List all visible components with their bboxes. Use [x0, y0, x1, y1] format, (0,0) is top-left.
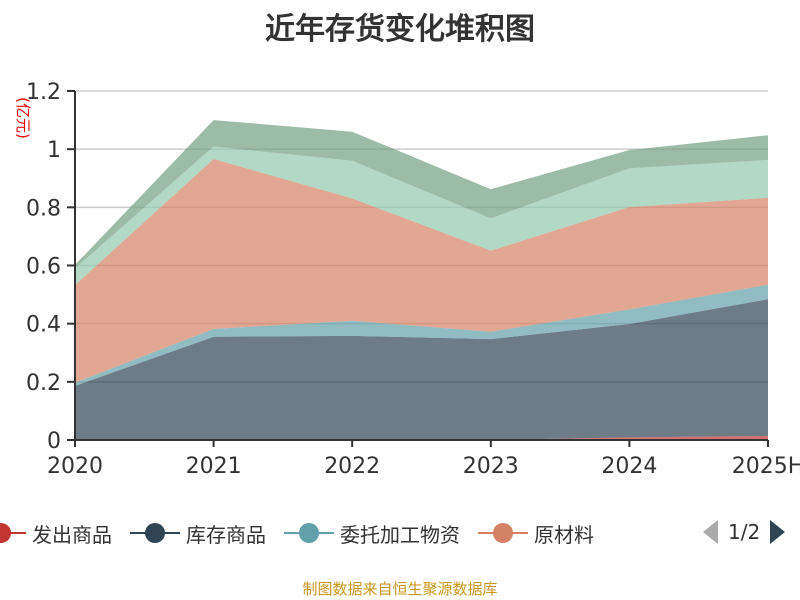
legend-label: 库存商品: [186, 522, 266, 547]
y-tick-label: 1: [47, 138, 61, 163]
y-axis-label: (亿元): [14, 97, 32, 139]
x-tick-label: 2025H: [732, 454, 800, 479]
legend-item[interactable]: 发出商品: [0, 519, 112, 548]
legend: 发出商品 库存商品 委托加工物资 原材料: [0, 518, 658, 548]
x-tick-label: 2022: [324, 454, 380, 479]
y-tick-label: 0: [47, 429, 61, 454]
area-series-5: [75, 146, 768, 285]
legend-page-indicator: 1/2: [728, 520, 761, 544]
y-tick-label: 0.8: [26, 196, 61, 221]
x-tick-label: 2023: [463, 454, 519, 479]
x-tick-label: 2024: [601, 454, 657, 479]
chart-title: 近年存货变化堆积图: [265, 12, 535, 47]
prev-page-icon[interactable]: [700, 518, 720, 546]
legend-item[interactable]: 原材料: [478, 519, 594, 548]
x-tick-label: 2021: [186, 454, 242, 479]
area-series-1: [75, 435, 768, 440]
next-page-icon[interactable]: [768, 518, 788, 546]
legend-label: 委托加工物资: [340, 522, 460, 547]
legend-marker-icon: [130, 523, 180, 543]
legend-label: 发出商品: [32, 522, 112, 547]
y-tick-label: 0.6: [26, 255, 61, 280]
legend-label: 原材料: [534, 522, 594, 547]
footer-source: 制图数据来自恒生聚源数据库: [302, 580, 498, 598]
area-series-4: [75, 159, 768, 383]
y-tick-label: 0.4: [26, 313, 61, 338]
legend-marker-icon: [0, 523, 26, 543]
legend-marker-icon: [284, 523, 334, 543]
legend-item[interactable]: 委托加工物资: [284, 519, 460, 548]
x-tick-label: 2020: [47, 454, 103, 479]
y-tick-label: 1.2: [26, 80, 61, 105]
legend-item[interactable]: 库存商品: [130, 519, 266, 548]
legend-pager: 1/2: [700, 518, 788, 546]
area-series-2: [75, 299, 768, 440]
area-series-3: [75, 284, 768, 386]
y-tick-label: 0.2: [26, 371, 61, 396]
legend-marker-icon: [478, 523, 528, 543]
